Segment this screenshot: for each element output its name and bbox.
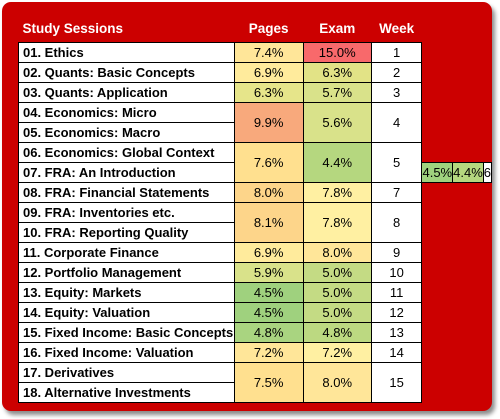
exam-cell: 8.0% bbox=[302, 362, 372, 403]
week-cell: 13 bbox=[370, 322, 423, 343]
table-row: 12. Portfolio Management 5.9% 5.0% 10 bbox=[18, 262, 492, 283]
exam-cell: 7.8% bbox=[302, 182, 372, 203]
session-name: 11. Corporate Finance bbox=[18, 242, 235, 263]
pages-cell: 5.9% bbox=[233, 262, 304, 283]
session-name: 14. Equity: Valuation bbox=[18, 302, 235, 323]
table-row: 01. Ethics 7.4% 15.0% 1 bbox=[18, 42, 492, 63]
pages-cell: 6.9% bbox=[233, 242, 304, 263]
exam-cell: 5.0% bbox=[302, 262, 372, 283]
pages-cell: 7.6% bbox=[233, 142, 304, 183]
week-cell: 2 bbox=[370, 62, 423, 83]
week-cell: 4 bbox=[370, 102, 423, 143]
week-cell: 1 bbox=[370, 42, 423, 63]
table-panel: Study Sessions Pages Exam Week 01. Ethic… bbox=[2, 2, 493, 411]
table-row: 07. FRA: An Introduction 4.5% 4.4% 6 bbox=[18, 162, 493, 183]
session-name: 18. Alternative Investments bbox=[18, 382, 235, 403]
week-cell: 7 bbox=[370, 182, 423, 203]
exam-cell: 7.2% bbox=[302, 342, 372, 363]
week-cell: 8 bbox=[370, 202, 423, 243]
table-row: 02. Quants: Basic Concepts 6.9% 6.3% 2 bbox=[18, 62, 492, 83]
table-row: 09. FRA: Inventories etc. 8.1% 7.8% 8 bbox=[18, 202, 492, 243]
exam-cell: 7.8% bbox=[302, 202, 372, 243]
exam-cell: 5.6% bbox=[302, 102, 372, 143]
pages-cell: 6.9% bbox=[233, 62, 304, 83]
table-row: 13. Equity: Markets 4.5% 5.0% 11 bbox=[18, 282, 492, 303]
exam-cell: 15.0% bbox=[302, 42, 372, 63]
pages-cell: 9.9% bbox=[233, 102, 304, 143]
session-name: 17. Derivatives bbox=[18, 362, 235, 383]
session-name: 08. FRA: Financial Statements bbox=[18, 182, 235, 203]
header-exam: Exam bbox=[319, 21, 356, 36]
table-row: 18. Alternative Investments bbox=[18, 382, 492, 403]
header-pages: Pages bbox=[248, 21, 289, 36]
session-name: 06. Economics: Global Context bbox=[18, 142, 235, 163]
week-cell: 10 bbox=[370, 262, 423, 283]
session-name: 13. Equity: Markets bbox=[18, 282, 235, 303]
session-name: 07. FRA: An Introduction bbox=[18, 162, 235, 183]
pages-cell: 4.5% bbox=[233, 302, 304, 323]
pages-cell: 8.1% bbox=[233, 202, 304, 243]
exam-cell: 5.0% bbox=[302, 282, 372, 303]
exam-cell: 4.4% bbox=[452, 162, 484, 183]
week-cell: 6 bbox=[482, 162, 493, 183]
session-name: 04. Economics: Micro bbox=[18, 102, 235, 123]
week-cell: 11 bbox=[370, 282, 423, 303]
week-cell: 15 bbox=[370, 362, 423, 403]
table-row: 04. Economics: Micro 9.9% 5.6% 4 bbox=[18, 102, 492, 143]
pages-cell: 4.8% bbox=[233, 322, 304, 343]
table-row: 17. Derivatives 7.5% 8.0% 15 bbox=[18, 362, 492, 403]
pages-cell: 8.0% bbox=[233, 182, 304, 203]
exam-cell: 4.4% bbox=[302, 142, 372, 183]
pages-cell: 4.5% bbox=[421, 162, 454, 183]
table-row: 11. Corporate Finance 6.9% 8.0% 9 bbox=[18, 242, 492, 263]
week-cell: 9 bbox=[370, 242, 423, 263]
table-row: 14. Equity: Valuation 4.5% 5.0% 12 bbox=[18, 302, 492, 323]
table-row: 15. Fixed Income: Basic Concepts 4.8% 4.… bbox=[18, 322, 492, 343]
exam-cell: 5.0% bbox=[302, 302, 372, 323]
exam-cell: 8.0% bbox=[302, 242, 372, 263]
pages-cell: 4.5% bbox=[233, 282, 304, 303]
session-name: 15. Fixed Income: Basic Concepts bbox=[18, 322, 235, 343]
session-name: 12. Portfolio Management bbox=[18, 262, 235, 283]
exam-cell: 5.7% bbox=[302, 82, 372, 103]
pages-cell: 7.4% bbox=[233, 42, 304, 63]
study-sessions-table: Study Sessions Pages Exam Week 01. Ethic… bbox=[18, 21, 493, 403]
session-name: 16. Fixed Income: Valuation bbox=[18, 342, 235, 363]
exam-cell: 4.8% bbox=[302, 322, 372, 343]
pages-cell: 7.5% bbox=[233, 362, 304, 403]
header-study-sessions: Study Sessions bbox=[22, 21, 124, 36]
session-name: 03. Quants: Application bbox=[18, 82, 235, 103]
pages-cell: 7.2% bbox=[233, 342, 304, 363]
week-cell: 5 bbox=[370, 142, 423, 183]
session-name: 10. FRA: Reporting Quality bbox=[18, 222, 235, 243]
session-name: 02. Quants: Basic Concepts bbox=[18, 62, 235, 83]
week-cell: 3 bbox=[370, 82, 423, 103]
session-name: 09. FRA: Inventories etc. bbox=[18, 202, 235, 223]
table-row: 06. Economics: Global Context 7.6% 4.4% … bbox=[18, 142, 492, 183]
pages-cell: 6.3% bbox=[233, 82, 304, 103]
table-row: 08. FRA: Financial Statements 8.0% 7.8% … bbox=[18, 182, 492, 203]
header-week: Week bbox=[379, 21, 415, 36]
session-name: 05. Economics: Macro bbox=[18, 122, 235, 143]
header-row: Study Sessions Pages Exam Week bbox=[19, 21, 492, 43]
week-cell: 12 bbox=[370, 302, 423, 323]
session-name: 01. Ethics bbox=[18, 42, 235, 63]
table-row: 03. Quants: Application 6.3% 5.7% 3 bbox=[18, 82, 492, 103]
week-cell: 14 bbox=[370, 342, 423, 363]
table-row: 05. Economics: Macro bbox=[18, 122, 492, 143]
exam-cell: 6.3% bbox=[302, 62, 372, 83]
table-row: 16. Fixed Income: Valuation 7.2% 7.2% 14 bbox=[18, 342, 492, 363]
